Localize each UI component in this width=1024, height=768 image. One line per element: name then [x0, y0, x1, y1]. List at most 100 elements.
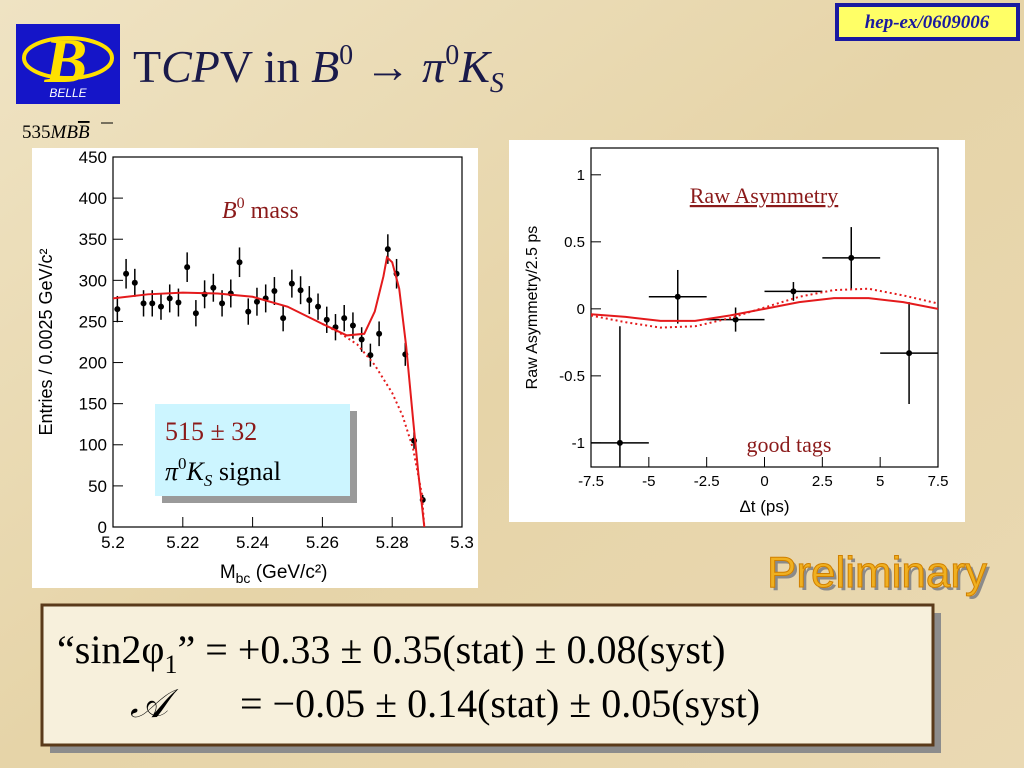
x-tick-label: 2.5	[812, 473, 833, 490]
data-point	[157, 303, 164, 310]
data-point	[253, 298, 260, 305]
x-label-part: (GeV/c²)	[250, 562, 327, 583]
signal-label: π0KS signal	[165, 454, 281, 490]
signal-part: signal	[212, 457, 281, 486]
fit-curve	[591, 297, 938, 322]
data-point	[184, 264, 191, 271]
mass-label-part: B	[222, 198, 237, 224]
data-point	[149, 300, 156, 307]
y-tick-label: 0	[98, 518, 107, 537]
data-point	[245, 308, 252, 315]
data-point	[367, 352, 374, 359]
title: TCPV in B0 → π0KS	[133, 40, 504, 99]
title-part: π	[422, 41, 447, 92]
data-point	[306, 297, 313, 304]
lumi-part: 535	[22, 122, 51, 143]
logo-ring	[22, 36, 114, 80]
tag: hep-ex/0609006	[865, 12, 990, 33]
result-part: 1	[165, 650, 178, 679]
x-tick-label: 0	[760, 473, 768, 490]
data-point	[288, 280, 295, 287]
x-axis-label: Δt (ps)	[739, 497, 789, 516]
data-point	[192, 310, 199, 317]
x-tick-label: 5	[876, 473, 884, 490]
title-part: T	[133, 41, 161, 92]
data-point	[384, 246, 391, 253]
luminosity: 535MBB	[22, 122, 90, 143]
data-point	[376, 330, 383, 337]
result-part: = −0.05 ± 0.14(stat) ± 0.05(syst)	[240, 681, 760, 726]
y-tick-label: -1	[572, 435, 585, 452]
plot-area	[113, 234, 426, 527]
data-point	[280, 315, 287, 322]
result-part: “sin2φ	[57, 627, 165, 672]
title-part: K	[458, 41, 492, 92]
signal-box	[155, 404, 350, 496]
data-point	[140, 300, 147, 307]
plot-area	[591, 227, 938, 467]
chart-panel	[32, 148, 478, 588]
preliminary-shadow: Preliminary	[770, 551, 990, 600]
x-tick-label: 7.5	[928, 473, 949, 490]
x-tick-label: -2.5	[694, 473, 720, 490]
mass-chart: 0 50 100 150 200 250 300 350 400 450 5.2 5.22 5.24 5.…	[36, 148, 474, 586]
data-point	[131, 279, 138, 286]
asym-title: Raw Asymmetry	[690, 183, 839, 208]
result-line: “sin2φ1” = +0.33 ± 0.35(stat) ± 0.08(sys…	[57, 627, 725, 679]
y-tick-label: 100	[79, 436, 107, 455]
data-point	[906, 350, 913, 357]
y-tick-label: -0.5	[559, 368, 585, 385]
data-point	[114, 306, 121, 313]
mass-label: B0 mass	[222, 195, 299, 224]
fit-curve	[321, 323, 426, 527]
y-tick-label: 450	[79, 148, 107, 167]
preliminary: Preliminary	[767, 548, 987, 597]
title-part: 0	[339, 40, 353, 71]
logo-letter: B	[44, 25, 88, 96]
data-point	[123, 270, 130, 277]
result-part: ” = +0.33 ± 0.35(stat) ± 0.08(syst)	[178, 627, 726, 672]
data-point	[315, 303, 322, 310]
x-label-part: bc	[236, 570, 251, 586]
lumi-part: B	[78, 122, 90, 143]
result-box	[40, 603, 935, 747]
data-point	[848, 254, 855, 261]
x-tick-label: 5.28	[376, 533, 409, 552]
title-part: →	[353, 41, 422, 92]
y-tick-label: 250	[79, 312, 107, 331]
mass-label-part: 0	[237, 195, 245, 212]
y-tick-label: 350	[79, 230, 107, 249]
tags-label: good tags	[747, 432, 832, 457]
y-axis-label: Raw Asymmetry/2.5 ps	[524, 226, 541, 390]
tag-box	[839, 7, 1016, 37]
title-part: CP	[161, 41, 220, 92]
signal-part: K	[186, 457, 206, 486]
data-point	[732, 316, 739, 323]
data-point	[210, 284, 217, 291]
x-axis-label: Mbc (GeV/c²)	[220, 562, 328, 586]
title-part: B	[311, 41, 339, 92]
data-point	[341, 315, 348, 322]
logo-name: BELLE	[49, 86, 87, 100]
title-part: S	[490, 68, 504, 99]
data-point	[349, 322, 356, 329]
data-point	[271, 288, 278, 295]
y-axis-label: Entries / 0.0025 GeV/c²	[36, 248, 56, 435]
data-point	[297, 287, 304, 294]
x-tick-label: 5.2	[101, 533, 125, 552]
data-point	[616, 439, 623, 446]
y-tick-label: 0.5	[564, 234, 585, 251]
y-tick-label: 50	[88, 477, 107, 496]
data-point	[358, 336, 365, 343]
x-tick-label: 5.26	[306, 533, 339, 552]
x-tick-label: 5.24	[236, 533, 269, 552]
x-tick-label: -5	[642, 473, 655, 490]
plot-frame	[112, 156, 463, 528]
mass-label-part: mass	[245, 198, 299, 224]
title-part: 0	[445, 40, 459, 71]
data-point	[323, 316, 330, 323]
signal-part: 0	[178, 454, 187, 473]
signal-count: 515 ± 32	[165, 417, 257, 446]
